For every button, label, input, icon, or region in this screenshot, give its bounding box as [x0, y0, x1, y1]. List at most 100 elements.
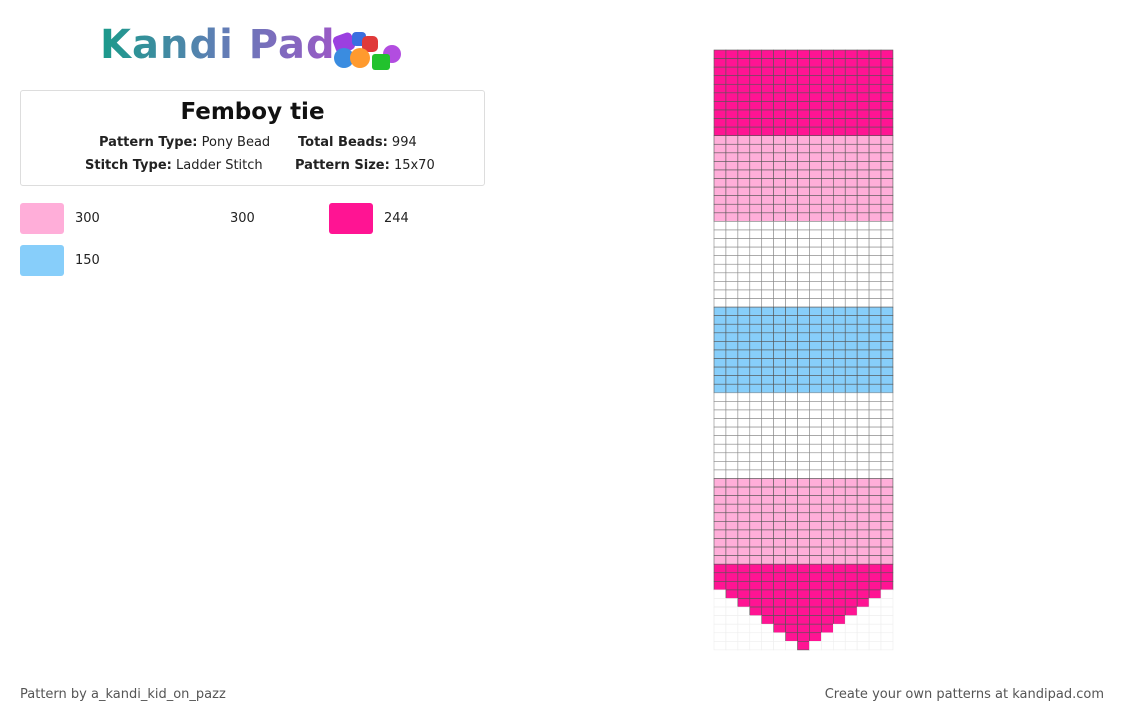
credit: Pattern by a_kandi_kid_on_pazz — [20, 687, 226, 702]
bead — [833, 298, 846, 308]
bead — [856, 392, 870, 402]
color-swatch[interactable] — [20, 245, 64, 276]
bead — [868, 289, 882, 299]
bead — [833, 401, 846, 411]
bead — [821, 383, 834, 394]
bead — [797, 66, 810, 77]
bead — [737, 306, 751, 316]
logo[interactable]: Kandi Pad — [100, 22, 336, 68]
bead — [821, 435, 834, 445]
empty-cell — [725, 641, 739, 651]
bead — [749, 383, 763, 394]
empty-cell — [737, 615, 751, 625]
bead — [868, 401, 882, 411]
bead — [797, 486, 810, 496]
bead — [773, 375, 786, 385]
bead — [749, 255, 763, 265]
bead — [761, 426, 774, 436]
bead — [809, 486, 822, 496]
bead — [713, 92, 727, 102]
bead — [749, 195, 763, 205]
bead — [737, 426, 751, 436]
color-swatch[interactable] — [329, 203, 373, 234]
bead — [797, 178, 810, 188]
bead — [809, 615, 822, 625]
bead-count: 150 — [75, 253, 100, 268]
color-swatch[interactable] — [175, 203, 219, 234]
bead — [713, 135, 727, 145]
bead — [785, 598, 798, 608]
bead — [821, 341, 834, 351]
bead — [797, 392, 810, 402]
color-swatch[interactable] — [20, 203, 64, 234]
bead — [856, 289, 870, 299]
footer-link[interactable]: Create your own patterns at kandipad.com — [824, 687, 1104, 702]
empty-cell — [713, 623, 727, 634]
bead — [761, 375, 774, 385]
bead — [749, 272, 763, 282]
bead — [856, 212, 870, 222]
bead — [761, 401, 774, 411]
bead — [785, 581, 798, 591]
bead — [713, 366, 727, 376]
bead — [868, 221, 882, 231]
bead — [737, 101, 751, 111]
bead — [821, 238, 834, 248]
bead — [761, 529, 774, 539]
bead — [868, 426, 882, 436]
bead — [785, 92, 798, 102]
bead — [856, 306, 870, 316]
bead — [725, 529, 739, 539]
bead — [761, 332, 774, 342]
bead — [868, 581, 882, 591]
bead — [713, 238, 727, 248]
bead — [773, 572, 786, 582]
bead — [761, 341, 774, 351]
bead — [856, 581, 870, 591]
bead — [821, 443, 834, 454]
bead — [797, 323, 810, 334]
bead — [809, 109, 822, 119]
bead — [880, 469, 894, 479]
bead — [821, 75, 834, 85]
bead — [773, 461, 786, 471]
bead — [880, 581, 894, 591]
bead — [809, 435, 822, 445]
bead — [821, 358, 834, 368]
bead — [713, 478, 727, 488]
bead — [761, 598, 774, 608]
bead — [725, 281, 739, 291]
bead — [773, 83, 786, 94]
bead — [725, 161, 739, 171]
bead — [737, 589, 751, 599]
empty-cell — [868, 615, 882, 625]
bead — [856, 375, 870, 385]
bead — [713, 161, 727, 171]
bead — [833, 495, 846, 505]
empty-cell — [844, 641, 858, 651]
bead — [833, 306, 846, 316]
bead — [844, 195, 858, 205]
bead — [725, 169, 739, 179]
bead — [785, 126, 798, 136]
bead — [725, 341, 739, 351]
bead — [785, 152, 798, 162]
bead — [761, 306, 774, 316]
bead — [833, 383, 846, 394]
bead — [809, 366, 822, 376]
empty-cell — [713, 615, 727, 625]
bead — [773, 323, 786, 334]
bead — [833, 289, 846, 299]
bead — [737, 315, 751, 325]
bead — [868, 461, 882, 471]
bead — [773, 212, 786, 222]
bead — [749, 169, 763, 179]
bead — [880, 58, 894, 68]
value: 15x70 — [393, 158, 435, 173]
bead — [868, 538, 882, 548]
bead — [880, 143, 894, 154]
bead — [868, 203, 882, 214]
bead — [856, 443, 870, 454]
bead — [856, 546, 870, 556]
bead — [833, 349, 846, 359]
